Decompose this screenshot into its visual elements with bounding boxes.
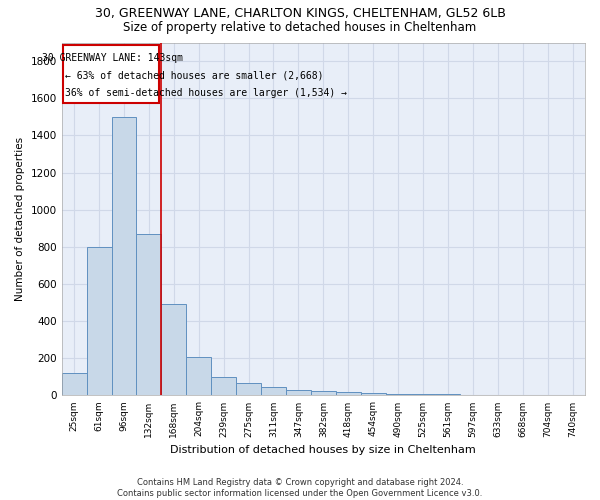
Text: ← 63% of detached houses are smaller (2,668): ← 63% of detached houses are smaller (2,… xyxy=(65,70,324,80)
Text: Size of property relative to detached houses in Cheltenham: Size of property relative to detached ho… xyxy=(124,21,476,34)
Bar xyxy=(86,247,112,396)
Text: 30, GREENWAY LANE, CHARLTON KINGS, CHELTENHAM, GL52 6LB: 30, GREENWAY LANE, CHARLTON KINGS, CHELT… xyxy=(95,8,505,20)
Y-axis label: Number of detached properties: Number of detached properties xyxy=(15,137,25,301)
Bar xyxy=(485,394,510,396)
Bar xyxy=(161,304,186,396)
Bar xyxy=(510,395,535,396)
Bar xyxy=(63,46,159,103)
Bar xyxy=(460,394,485,396)
Bar xyxy=(361,392,386,396)
Bar xyxy=(112,117,136,396)
Bar xyxy=(535,395,560,396)
Text: 30 GREENWAY LANE: 143sqm: 30 GREENWAY LANE: 143sqm xyxy=(41,53,182,63)
Bar xyxy=(286,390,311,396)
Bar xyxy=(336,392,361,396)
Bar xyxy=(560,395,585,396)
Text: Contains HM Land Registry data © Crown copyright and database right 2024.
Contai: Contains HM Land Registry data © Crown c… xyxy=(118,478,482,498)
Bar xyxy=(410,394,436,396)
Text: 36% of semi-detached houses are larger (1,534) →: 36% of semi-detached houses are larger (… xyxy=(65,88,347,98)
X-axis label: Distribution of detached houses by size in Cheltenham: Distribution of detached houses by size … xyxy=(170,445,476,455)
Bar xyxy=(186,358,211,396)
Bar xyxy=(261,387,286,396)
Bar xyxy=(236,384,261,396)
Bar xyxy=(211,377,236,396)
Bar xyxy=(386,394,410,396)
Bar xyxy=(436,394,460,396)
Bar xyxy=(311,391,336,396)
Bar xyxy=(62,373,86,396)
Bar xyxy=(136,234,161,396)
